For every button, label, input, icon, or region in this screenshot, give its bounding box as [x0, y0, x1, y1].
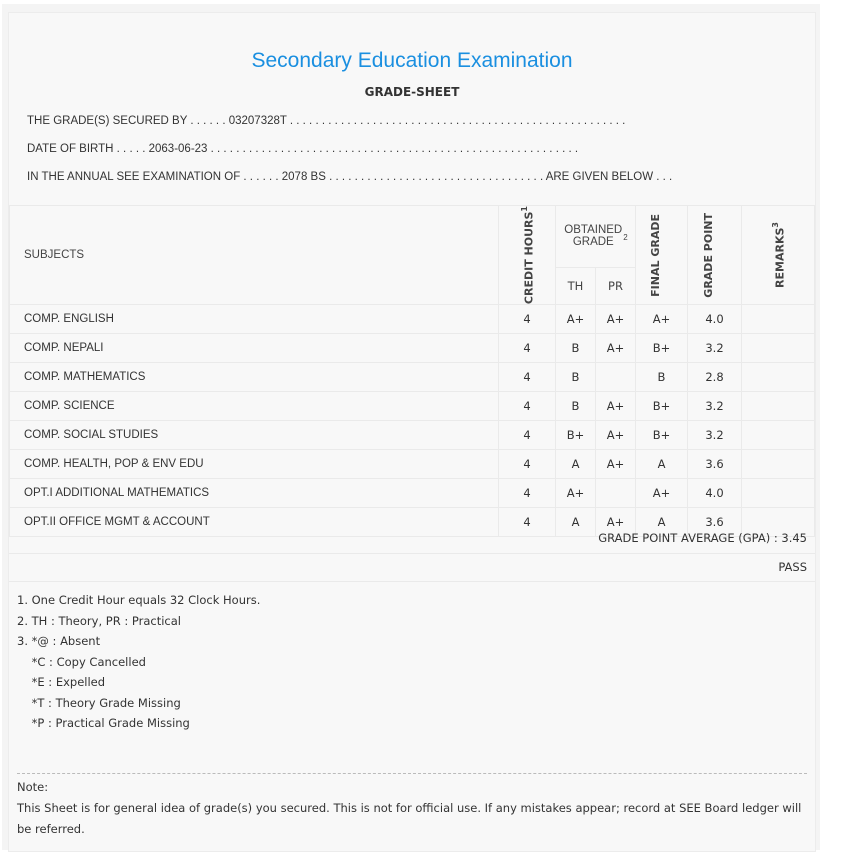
cell-credit: 4	[498, 304, 556, 335]
cell-pr: A+	[595, 333, 636, 364]
cell-pr	[595, 362, 636, 393]
table-row: COMP. SCIENCE 4 B A+ B+ 3.2	[9, 391, 815, 422]
cell-gp: 2.8	[687, 362, 742, 393]
header-final-grade: FINAL GRADE	[635, 204, 688, 306]
cell-final: A+	[635, 478, 688, 509]
cell-subject: COMP. NEPALI	[9, 333, 499, 364]
table-row: OPT.I ADDITIONAL MATHEMATICS 4 A+ A+ 4.0	[9, 478, 815, 509]
cell-pr: A+	[595, 507, 636, 538]
table-row: COMP. NEPALI 4 B A+ B+ 3.2	[9, 333, 815, 364]
cell-final: B+	[635, 391, 688, 422]
cell-credit: 4	[498, 391, 556, 422]
footnote: *E : Expelled	[17, 675, 106, 689]
subtitle: GRADE-SHEET	[364, 85, 460, 99]
cell-remarks	[741, 391, 815, 422]
cell-subject: OPT.II OFFICE MGMT & ACCOUNT	[9, 507, 499, 538]
cell-credit: 4	[498, 478, 556, 509]
cell-gp: 3.2	[687, 420, 742, 451]
cell-pr: A+	[595, 391, 636, 422]
cell-pr: A+	[595, 449, 636, 480]
cell-remarks	[741, 449, 815, 480]
footnote: *C : Copy Cancelled	[17, 654, 146, 669]
cell-gp: 4.0	[687, 478, 742, 509]
cell-subject: OPT.I ADDITIONAL MATHEMATICS	[9, 478, 499, 509]
header-obtained-grade: OBTAINED GRADE 2	[555, 205, 636, 268]
cell-th: A	[555, 507, 596, 538]
dob-line: DATE OF BIRTH . . . . . 2063-06-23 . . .…	[27, 143, 579, 155]
header-subjects: SUBJECTS	[9, 204, 499, 306]
cell-gp: 3.2	[687, 333, 742, 364]
cell-th: A	[555, 449, 596, 480]
grade-sheet-panel: Secondary Education Examination GRADE-SH…	[8, 12, 816, 852]
cell-subject: COMP. SOCIAL STUDIES	[9, 420, 499, 451]
header-th: TH	[555, 266, 596, 306]
page-title: Secondary Education Examination	[251, 49, 573, 72]
cell-pr: A+	[595, 420, 636, 451]
divider	[9, 581, 815, 582]
page: Secondary Education Examination GRADE-SH…	[2, 4, 820, 852]
cell-gp: 3.2	[687, 391, 742, 422]
secured-by-line: THE GRADE(S) SECURED BY . . . . . . 0320…	[27, 115, 626, 127]
cell-credit: 4	[498, 362, 556, 393]
cell-th: B	[555, 391, 596, 422]
table-row: COMP. SOCIAL STUDIES 4 B+ A+ B+ 3.2	[9, 420, 815, 451]
cell-remarks	[741, 333, 815, 364]
cell-th: B+	[555, 420, 596, 451]
exam-line: IN THE ANNUAL SEE EXAMINATION OF . . . .…	[27, 171, 673, 183]
cell-subject: COMP. MATHEMATICS	[9, 362, 499, 393]
cell-final: B	[635, 362, 688, 393]
cell-th: A+	[555, 304, 596, 335]
cell-credit: 4	[498, 449, 556, 480]
note: Note: This Sheet is for general idea of …	[17, 777, 807, 840]
cell-remarks	[741, 420, 815, 451]
cell-credit: 4	[498, 333, 556, 364]
footnote: *T : Theory Grade Missing	[17, 695, 181, 710]
note-text: This Sheet is for general idea of grade(…	[17, 801, 802, 836]
cell-th: A+	[555, 478, 596, 509]
cell-final: A	[635, 449, 688, 480]
cell-credit: 4	[498, 420, 556, 451]
cell-final: B+	[635, 420, 688, 451]
divider	[9, 553, 815, 554]
cell-gp: 4.0	[687, 304, 742, 335]
table-row: COMP. ENGLISH 4 A+ A+ A+ 4.0	[9, 304, 815, 335]
note-label: Note:	[17, 780, 49, 794]
footnote: *P : Practical Grade Missing	[17, 716, 190, 730]
table-row: COMP. HEALTH, POP & ENV EDU 4 A A+ A 3.6	[9, 449, 815, 480]
cell-pr: A+	[595, 304, 636, 335]
header-credit-hours: CREDIT HOURS1	[498, 204, 556, 306]
footnotes: 1. One Credit Hour equals 32 Clock Hours…	[17, 590, 260, 734]
dashed-divider	[17, 773, 807, 774]
footnote: 1. One Credit Hour equals 32 Clock Hours…	[17, 593, 261, 607]
cell-pr	[595, 478, 636, 509]
footnote: 2. TH : Theory, PR : Practical	[17, 613, 181, 628]
cell-subject: COMP. SCIENCE	[9, 391, 499, 422]
gpa: GRADE POINT AVERAGE (GPA) : 3.45	[598, 531, 807, 545]
cell-remarks	[741, 478, 815, 509]
header-grade-point: GRADE POINT	[687, 204, 742, 306]
cell-remarks	[741, 304, 815, 335]
cell-gp: 3.6	[687, 449, 742, 480]
cell-th: B	[555, 362, 596, 393]
cell-subject: COMP. HEALTH, POP & ENV EDU	[9, 449, 499, 480]
footnote: 3. *@ : Absent	[17, 634, 101, 648]
cell-remarks	[741, 362, 815, 393]
table-row: COMP. MATHEMATICS 4 B B 2.8	[9, 362, 815, 393]
cell-th: B	[555, 333, 596, 364]
result-status: PASS	[778, 560, 807, 574]
cell-subject: COMP. ENGLISH	[9, 304, 499, 335]
header-remarks: REMARKS3	[741, 204, 815, 306]
cell-gp: 3.6	[687, 507, 742, 538]
table-row: OPT.II OFFICE MGMT & ACCOUNT 4 A A+ A 3.6	[9, 507, 815, 538]
cell-final: A+	[635, 304, 688, 335]
cell-credit: 4	[498, 507, 556, 538]
header-pr: PR	[595, 266, 636, 306]
grades-table: SUBJECTS CREDIT HOURS1 OBTAINED GRADE 2 F…	[9, 204, 815, 538]
cell-remarks	[741, 507, 815, 538]
cell-final: B+	[635, 333, 688, 364]
